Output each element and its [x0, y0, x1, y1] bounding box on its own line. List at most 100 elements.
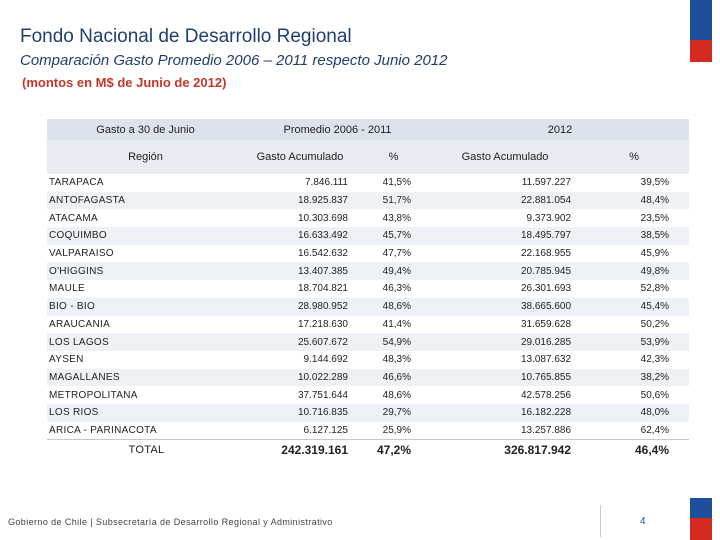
- cell-region: AYSEN: [49, 354, 84, 366]
- footer-text: Gobierno de Chile | Subsecretaría de Des…: [8, 517, 333, 527]
- cell-2012-gasto: 13.087.632: [520, 354, 572, 366]
- cell-2012-pct: 52,8%: [640, 283, 670, 295]
- group-header-row: Gasto a 30 de Junio Promedio 2006 - 2011…: [47, 119, 690, 140]
- cell-avg-gasto: 28.980.952: [244, 297, 356, 316]
- cell-2012-gasto: 16.182.228: [431, 403, 580, 422]
- cell-2012-pct: 53,9%: [579, 333, 690, 351]
- table-row: ARAUCANIA 17.218.630 41,4% 31.659.628 50,2%: [47, 316, 689, 334]
- cell-avg-pct: 47,7%: [382, 248, 412, 260]
- table-row: BIO - BIO 28.980.952 48,6% 38.665.600 45,4%: [47, 297, 690, 316]
- cell-region: VALPARAISO: [49, 248, 114, 260]
- total-2012-gasto: 326.817.942: [431, 439, 580, 461]
- cell-avg-pct: 48,6%: [356, 297, 432, 316]
- cell-avg-pct: 51,7%: [356, 191, 432, 210]
- cell-avg-gasto: 10.716.835: [244, 403, 356, 422]
- cell-avg-pct: 41,5%: [382, 177, 412, 189]
- cell-avg-pct: 48,6%: [382, 389, 412, 401]
- cell-avg-pct: 43,8%: [382, 212, 412, 224]
- cell-avg-gasto: 6.127.125: [303, 424, 349, 436]
- table-row: LOS LAGOS 25.607.672 54,9% 29.016.285 53,9%: [47, 333, 690, 351]
- page-number: 4: [640, 516, 646, 527]
- table-row: AYSEN 9.144.692 48,3% 13.087.632 42,3%: [47, 351, 689, 369]
- cell-region: O'HIGGINS: [47, 262, 244, 281]
- cell-avg-gasto: 7.846.111: [304, 177, 348, 189]
- flag-blue-stripe: [690, 0, 712, 40]
- cell-avg-pct: 25,9%: [382, 424, 412, 436]
- cell-avg-pct: 46,6%: [356, 368, 432, 387]
- cell-2012-gasto: 22.168.955: [520, 248, 572, 260]
- col-header-avg-pct: %: [356, 140, 432, 174]
- table-row: ARICA - PARINACOTA 6.127.125 25,9% 13.257.8…: [47, 422, 689, 440]
- table-row: LOS RIOS 10.716.835 29,7% 16.182.228 48,0%: [47, 403, 690, 422]
- col-header-2012-gasto: Gasto Acumulado: [431, 140, 580, 174]
- cell-2012-pct: 39,5%: [640, 177, 670, 189]
- cell-2012-pct: 50,6%: [640, 389, 670, 401]
- cell-2012-pct: 49,8%: [579, 262, 690, 281]
- cell-2012-gasto: 13.257.886: [520, 424, 572, 436]
- cell-region: COQUIMBO: [47, 227, 244, 245]
- cell-2012-gasto: 22.881.054: [431, 191, 580, 210]
- cell-avg-gasto: 18.704.821: [297, 283, 348, 295]
- cell-2012-pct: 50,2%: [640, 318, 670, 330]
- table-row: ATACAMA 10.303.698 43,8% 9.373.902 23,5%: [47, 209, 689, 227]
- cell-avg-pct: 29,7%: [356, 403, 432, 422]
- cell-region: ARAUCANIA: [49, 318, 111, 330]
- sub-header-row: Región Gasto Acumulado % Gasto Acumulado…: [47, 140, 690, 174]
- table-row: MAGALLANES 10.022.289 46,6% 10.765.855 38,2%: [47, 368, 690, 387]
- cell-region: MAGALLANES: [47, 368, 244, 387]
- cell-2012-gasto: 10.765.855: [431, 368, 580, 387]
- cell-avg-gasto: 18.925.837: [244, 191, 356, 210]
- col-header-avg-gasto: Gasto Acumulado: [244, 140, 356, 174]
- table-row: MAULE 18.704.821 46,3% 26.301.693 52,8%: [47, 280, 689, 298]
- cell-2012-pct: 45,9%: [640, 248, 670, 260]
- expenditure-table: Gasto a 30 de Junio Promedio 2006 - 2011…: [47, 119, 690, 461]
- cell-region: METROPOLITANA: [49, 389, 138, 401]
- cell-avg-pct: 46,3%: [382, 283, 412, 295]
- cell-region: ANTOFAGASTA: [47, 191, 244, 210]
- cell-2012-pct: 62,4%: [640, 424, 670, 436]
- cell-region: BIO - BIO: [47, 297, 244, 316]
- group-header-date: Gasto a 30 de Junio: [47, 119, 244, 140]
- cell-avg-pct: 54,9%: [356, 333, 432, 351]
- cell-avg-gasto: 10.022.289: [244, 368, 356, 387]
- flag-top-decoration: [690, 0, 712, 62]
- cell-2012-gasto: 26.301.693: [520, 283, 572, 295]
- total-row: TOTAL 242.319.161 47,2% 326.817.942 46,4…: [47, 439, 690, 461]
- cell-avg-gasto: 16.633.492: [244, 227, 356, 245]
- cell-avg-pct: 41,4%: [382, 318, 412, 330]
- cell-2012-gasto: 42.578.256: [520, 389, 572, 401]
- cell-avg-pct: 49,4%: [356, 262, 432, 281]
- col-header-region: Región: [47, 140, 244, 174]
- table-row: VALPARAISO 16.542.632 47,7% 22.168.955 45,9%: [47, 245, 689, 263]
- cell-avg-gasto: 17.218.630: [297, 318, 348, 330]
- cell-region: ATACAMA: [49, 212, 98, 224]
- flag-red-stripe: [690, 40, 712, 62]
- cell-2012-pct: 23,5%: [640, 212, 670, 224]
- cell-2012-gasto: 20.785.945: [431, 262, 580, 281]
- cell-avg-gasto: 16.542.632: [297, 248, 348, 260]
- table-row: TARAPACA 7.846.111 41,5% 11.597.227 39,5%: [47, 174, 689, 192]
- cell-2012-gasto: 38.665.600: [431, 297, 580, 316]
- cell-avg-gasto: 13.407.385: [244, 262, 356, 281]
- cell-2012-gasto: 9.373.902: [526, 212, 572, 224]
- table-body: TARAPACA 7.846.111 41,5% 11.597.227 39,5% ANT…: [47, 174, 690, 440]
- col-header-2012-pct: %: [579, 140, 690, 174]
- flag-blue-stripe: [690, 498, 712, 518]
- page-subtitle: Comparación Gasto Promedio 2006 – 2011 r…: [20, 52, 448, 69]
- group-header-2012: 2012: [431, 119, 690, 140]
- total-label: TOTAL: [47, 439, 244, 461]
- cell-2012-pct: 45,4%: [579, 297, 690, 316]
- table-row: METROPOLITANA 37.751.644 48,6% 42.578.256 50…: [47, 386, 689, 404]
- page-title: Fondo Nacional de Desarrollo Regional: [20, 26, 352, 47]
- table-row: ANTOFAGASTA 18.925.837 51,7% 22.881.054 48,4…: [47, 191, 690, 210]
- table-row: COQUIMBO 16.633.492 45,7% 18.495.797 38,5%: [47, 227, 690, 245]
- cell-2012-pct: 48,4%: [579, 191, 690, 210]
- cell-2012-gasto: 29.016.285: [431, 333, 580, 351]
- group-header-average: Promedio 2006 - 2011: [244, 119, 432, 140]
- cell-avg-gasto: 10.303.698: [297, 212, 348, 224]
- flag-bottom-decoration: [690, 498, 712, 540]
- cell-2012-pct: 38,2%: [579, 368, 690, 387]
- cell-avg-gasto: 9.144.692: [303, 354, 349, 366]
- cell-region: ARICA - PARINACOTA: [49, 424, 157, 436]
- cell-region: TARAPACA: [49, 177, 104, 189]
